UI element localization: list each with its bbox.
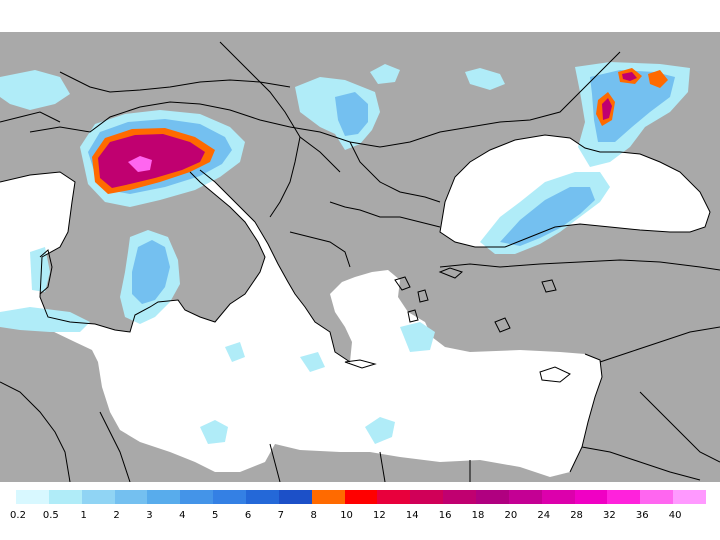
legend-swatch — [673, 490, 707, 504]
mediterranean-sea — [0, 170, 602, 477]
legend-swatch — [607, 490, 641, 504]
legend-swatch — [541, 490, 576, 504]
legend-swatch — [443, 490, 477, 504]
legend-label: 10 — [340, 510, 353, 521]
legend-label: 8 — [310, 510, 317, 521]
legend-swatch — [147, 490, 181, 504]
legend-swatch — [213, 490, 247, 504]
legend-label: 6 — [244, 510, 252, 521]
legend-label: 7 — [277, 510, 285, 521]
legend-label: 0.5 — [42, 510, 59, 521]
legend-swatch — [574, 490, 608, 504]
legend-label: 36 — [635, 510, 649, 521]
legend-swatch — [16, 490, 50, 504]
legend-swatch — [311, 490, 346, 504]
legend-label: 1 — [80, 510, 87, 521]
legend-swatch — [48, 490, 83, 504]
legend-label: 2 — [113, 510, 120, 521]
legend-label: 32 — [603, 510, 616, 521]
legend-swatch — [246, 490, 280, 504]
legend-label: 4 — [179, 510, 186, 521]
legend-label: 5 — [211, 510, 219, 521]
legend-label: 16 — [438, 510, 452, 521]
map-canvas — [0, 32, 720, 483]
legend-swatch — [114, 490, 148, 504]
legend-swatch — [410, 490, 444, 504]
legend-swatch — [508, 490, 543, 504]
legend-label: 28 — [570, 510, 583, 521]
legend-swatch — [180, 490, 214, 504]
legend-label: 14 — [405, 510, 419, 521]
legend-label: 18 — [471, 510, 485, 521]
legend-swatch — [81, 490, 116, 504]
legend-label: 24 — [537, 510, 551, 521]
country-borders — [0, 41, 720, 483]
precipitation-legend: 0.2 0.5 1 2 3 4 5 6 7 8 10 12 14 16 18 20 24 28 32 36 40 — [10, 490, 707, 530]
legend-label: 3 — [146, 510, 153, 521]
legend-label: 0.2 — [10, 510, 26, 521]
legend-label: 40 — [668, 510, 682, 521]
legend-swatch — [344, 490, 378, 504]
legend-label: 20 — [504, 510, 518, 521]
precipitation-overlay — [0, 62, 690, 444]
precipitation-map — [0, 32, 720, 483]
legend-swatch — [476, 490, 510, 504]
legend-label: 12 — [373, 510, 386, 521]
legend-swatch — [278, 490, 313, 504]
legend-swatch — [640, 490, 674, 504]
legend-swatch — [377, 490, 411, 504]
